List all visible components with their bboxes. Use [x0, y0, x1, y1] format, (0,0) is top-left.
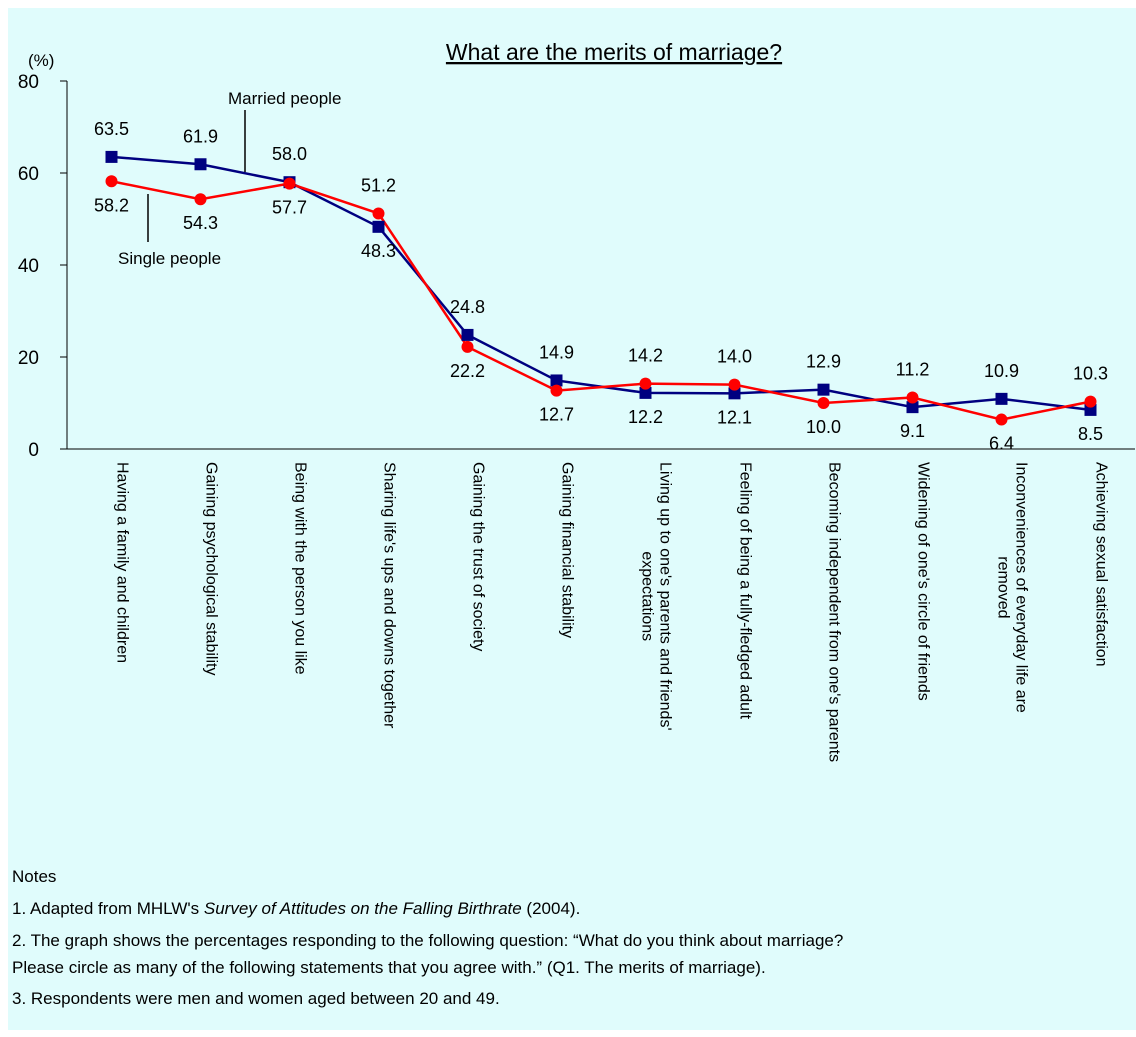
y-tick-label: 60 — [18, 164, 39, 185]
marker — [728, 387, 741, 400]
series-annotation: Married people — [228, 89, 341, 108]
marker — [639, 386, 652, 399]
marker — [461, 340, 474, 353]
data-label: 48.3 — [361, 241, 396, 261]
series-annotation: Single people — [118, 249, 221, 268]
note-text: (2004). — [522, 899, 581, 918]
data-label: 12.7 — [539, 405, 574, 425]
marker — [1084, 403, 1097, 416]
x-tick-label: Gaining the trust of society — [470, 462, 487, 651]
y-tick-label: 80 — [18, 72, 39, 93]
note: 1. Adapted from MHLW's Survey of Attitud… — [12, 899, 580, 918]
series-line — [111, 180, 1091, 421]
background — [8, 8, 1136, 1030]
data-label: 10.0 — [806, 417, 841, 437]
marker — [728, 378, 741, 391]
marker — [194, 193, 207, 206]
x-tick-label: Achieving sexual satisfaction — [1093, 462, 1110, 667]
note: 3. Respondents were men and women aged b… — [12, 989, 500, 1008]
y-unit-label: (%) — [28, 51, 54, 70]
data-label: 24.8 — [450, 297, 485, 317]
data-label: 10.9 — [984, 361, 1019, 381]
marker — [283, 177, 296, 190]
marker — [550, 374, 563, 387]
x-tick-label: Sharing life's ups and downs together — [381, 462, 398, 729]
x-tick-label: Inconveniences of everyday life areremov… — [995, 462, 1030, 713]
y-tick-label: 40 — [18, 256, 39, 277]
x-tick-label: Living up to one's parents and friends'e… — [639, 462, 674, 731]
marker — [1084, 395, 1097, 408]
marker — [639, 377, 652, 390]
marker — [817, 383, 830, 396]
marker — [550, 384, 563, 397]
x-tick-label: Feeling of being a fully-fledged adult — [737, 462, 754, 720]
note: Please circle as many of the following s… — [12, 958, 766, 977]
data-label: 61.9 — [183, 126, 218, 146]
data-label: 58.0 — [272, 144, 307, 164]
marker — [372, 220, 385, 233]
data-label: 6.4 — [989, 434, 1014, 454]
data-label: 22.2 — [450, 361, 485, 381]
data-label: 12.2 — [628, 407, 663, 427]
data-label: 10.3 — [1073, 364, 1108, 384]
marker — [105, 175, 118, 188]
notes-heading: Notes — [12, 867, 56, 886]
marker — [995, 413, 1008, 426]
data-label: 58.2 — [94, 195, 129, 215]
marker — [995, 392, 1008, 405]
x-tick-label: Gaining financial stability — [559, 462, 576, 638]
data-label: 63.5 — [94, 119, 129, 139]
y-tick-label: 0 — [28, 440, 39, 461]
data-label: 51.2 — [361, 175, 396, 195]
data-label: 12.1 — [717, 407, 752, 427]
marker — [105, 150, 118, 163]
data-label: 14.0 — [717, 347, 752, 367]
data-label: 8.5 — [1078, 424, 1103, 444]
y-tick-label: 20 — [18, 348, 39, 369]
note-italic: Survey of Attitudes on the Falling Birth… — [204, 899, 522, 918]
x-tick-label: Being with the person you like — [292, 462, 309, 675]
x-tick-label: Becoming independent from one's parents — [826, 462, 843, 762]
x-tick-label: Widening of one's circle of friends — [915, 462, 932, 701]
x-tick-label: Having a family and children — [114, 462, 131, 663]
marker — [461, 328, 474, 341]
data-label: 57.7 — [272, 198, 307, 218]
marker — [906, 391, 919, 404]
notes: Notes 1. Adapted from MHLW's Survey of A… — [12, 867, 843, 1008]
chart-title: What are the merits of marriage? — [446, 39, 782, 65]
x-tick-label: Gaining psychological stability — [203, 462, 220, 675]
data-label: 12.9 — [806, 352, 841, 372]
data-label: 14.2 — [628, 346, 663, 366]
data-label: 14.9 — [539, 342, 574, 362]
marker — [194, 158, 207, 171]
data-label: 11.2 — [896, 359, 930, 379]
note: 2. The graph shows the percentages respo… — [12, 931, 843, 950]
data-label: 54.3 — [183, 213, 218, 233]
data-label: 9.1 — [900, 421, 925, 441]
note-text: 1. Adapted from MHLW's — [12, 899, 204, 918]
marker — [906, 401, 919, 414]
marker — [817, 397, 830, 409]
marker — [372, 207, 385, 220]
